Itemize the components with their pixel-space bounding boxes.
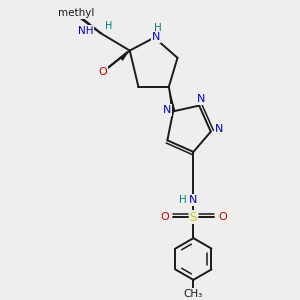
Text: O: O xyxy=(98,67,107,77)
Text: O: O xyxy=(218,212,227,222)
Text: CH₃: CH₃ xyxy=(184,289,203,299)
Text: H: H xyxy=(105,21,112,31)
Polygon shape xyxy=(169,87,175,112)
Text: N: N xyxy=(163,105,172,115)
Text: N: N xyxy=(196,94,205,104)
Text: NH: NH xyxy=(78,26,94,36)
Text: N: N xyxy=(152,32,160,42)
Text: methyl: methyl xyxy=(58,8,94,18)
Polygon shape xyxy=(119,51,130,61)
Text: N: N xyxy=(215,124,223,134)
Text: S: S xyxy=(190,211,197,224)
Text: H: H xyxy=(178,195,186,205)
Text: O: O xyxy=(160,212,169,222)
Text: N: N xyxy=(189,195,198,205)
Text: H: H xyxy=(154,23,162,33)
